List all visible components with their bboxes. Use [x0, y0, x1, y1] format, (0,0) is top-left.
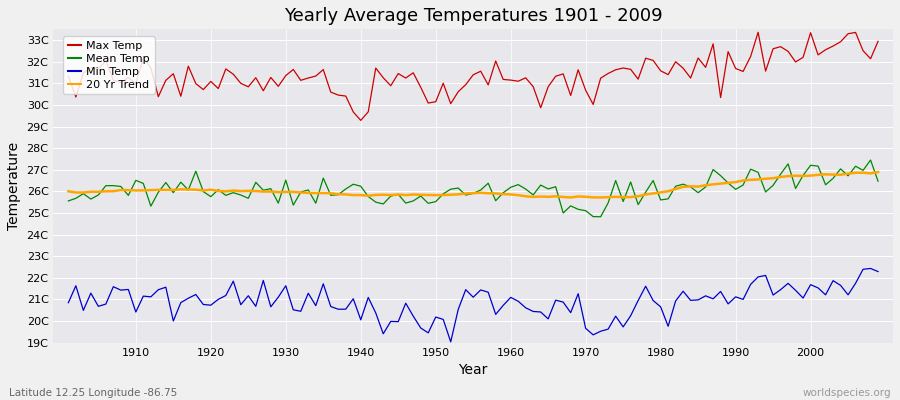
Max Temp	[288, 67, 299, 72]
20 Yr Trend	[873, 170, 884, 174]
Mean Temp	[603, 200, 614, 205]
Mean Temp	[505, 185, 516, 190]
20 Yr Trend	[505, 192, 516, 197]
Y-axis label: Temperature: Temperature	[7, 142, 21, 230]
Line: 20 Yr Trend: 20 Yr Trend	[68, 172, 878, 198]
Mean Temp	[498, 190, 508, 195]
Min Temp	[63, 300, 74, 305]
Line: Mean Temp: Mean Temp	[68, 160, 878, 217]
20 Yr Trend	[123, 188, 134, 192]
Min Temp	[603, 327, 614, 332]
20 Yr Trend	[333, 192, 344, 196]
Mean Temp	[595, 214, 606, 219]
Title: Yearly Average Temperatures 1901 - 2009: Yearly Average Temperatures 1901 - 2009	[284, 7, 662, 25]
Mean Temp	[873, 179, 884, 184]
Min Temp	[513, 299, 524, 304]
Max Temp	[513, 79, 524, 84]
Max Temp	[333, 93, 344, 98]
Max Temp	[505, 78, 516, 82]
20 Yr Trend	[595, 195, 606, 200]
Min Temp	[288, 308, 299, 312]
Max Temp	[873, 39, 884, 44]
Min Temp	[865, 266, 876, 271]
Text: Latitude 12.25 Longitude -86.75: Latitude 12.25 Longitude -86.75	[9, 388, 177, 398]
20 Yr Trend	[63, 189, 74, 194]
Max Temp	[123, 75, 134, 80]
Line: Min Temp: Min Temp	[68, 268, 878, 342]
Mean Temp	[123, 193, 134, 198]
Max Temp	[63, 74, 74, 79]
Min Temp	[505, 295, 516, 300]
Max Temp	[356, 118, 366, 123]
Min Temp	[123, 287, 134, 292]
Mean Temp	[288, 203, 299, 208]
Text: worldspecies.org: worldspecies.org	[803, 388, 891, 398]
Max Temp	[752, 30, 763, 35]
Mean Temp	[865, 158, 876, 162]
X-axis label: Year: Year	[458, 363, 488, 377]
Legend: Max Temp, Mean Temp, Min Temp, 20 Yr Trend: Max Temp, Mean Temp, Min Temp, 20 Yr Tre…	[63, 36, 155, 94]
20 Yr Trend	[603, 195, 614, 200]
Line: Max Temp: Max Temp	[68, 32, 878, 120]
Min Temp	[333, 307, 344, 312]
Min Temp	[873, 269, 884, 274]
20 Yr Trend	[288, 190, 299, 194]
Mean Temp	[333, 192, 344, 197]
20 Yr Trend	[498, 192, 508, 196]
Min Temp	[446, 340, 456, 344]
Mean Temp	[63, 198, 74, 203]
Max Temp	[603, 71, 614, 76]
